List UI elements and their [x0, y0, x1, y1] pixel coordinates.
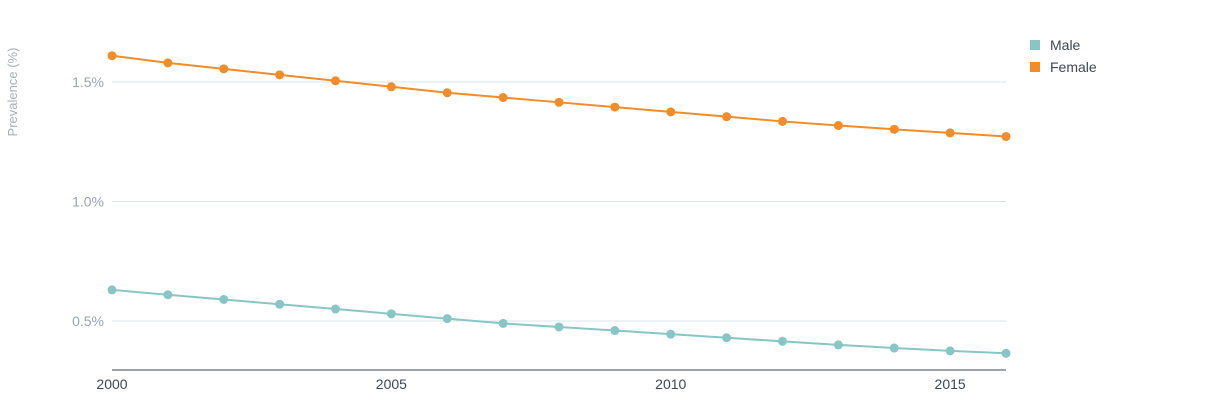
- data-point-female[interactable]: [331, 76, 340, 86]
- series-line-female: [111, 54, 1007, 138]
- data-point-male[interactable]: [554, 322, 564, 332]
- grid-lines: [112, 81, 1006, 322]
- data-point-female[interactable]: [442, 88, 452, 98]
- legend-swatch-female: [1030, 62, 1040, 72]
- data-point-female[interactable]: [1001, 131, 1011, 141]
- data-point-male[interactable]: [219, 294, 229, 304]
- legend: Male Female: [1030, 34, 1097, 78]
- x-tick-label: 2015: [935, 376, 966, 392]
- legend-item-male[interactable]: Male: [1030, 34, 1097, 56]
- data-point-male[interactable]: [163, 290, 173, 300]
- x-tick-labels: 2000 2005 2010 2015: [96, 376, 965, 392]
- data-point-female[interactable]: [833, 120, 843, 130]
- data-point-female[interactable]: [219, 64, 229, 74]
- data-point-male[interactable]: [107, 285, 117, 295]
- data-point-male[interactable]: [498, 318, 508, 328]
- data-point-female[interactable]: [554, 97, 564, 107]
- data-point-female[interactable]: [610, 102, 620, 112]
- data-point-female[interactable]: [722, 112, 732, 122]
- data-point-male[interactable]: [386, 309, 396, 319]
- data-point-male[interactable]: [442, 314, 452, 324]
- data-point-male[interactable]: [275, 299, 285, 309]
- data-point-male[interactable]: [610, 326, 620, 336]
- data-point-male[interactable]: [331, 304, 340, 314]
- data-point-male[interactable]: [778, 336, 787, 346]
- y-tick-label: 1.5%: [72, 74, 104, 90]
- data-point-male[interactable]: [722, 333, 732, 343]
- legend-label-female: Female: [1050, 59, 1097, 75]
- y-tick-label: 0.5%: [72, 313, 104, 329]
- y-tick-label: 1.0%: [72, 194, 104, 210]
- y-axis-label: Prevalence (%): [5, 48, 20, 137]
- data-point-female[interactable]: [163, 58, 173, 68]
- data-point-female[interactable]: [107, 51, 117, 61]
- data-point-female[interactable]: [666, 107, 676, 117]
- y-tick-labels: 0.5% 1.0% 1.5%: [72, 74, 104, 329]
- data-point-female[interactable]: [778, 116, 787, 126]
- legend-swatch-male: [1030, 40, 1040, 50]
- x-tick-label: 2010: [655, 376, 686, 392]
- data-point-male[interactable]: [1001, 348, 1011, 358]
- data-point-female[interactable]: [386, 82, 396, 92]
- data-point-male[interactable]: [666, 329, 676, 339]
- data-point-female[interactable]: [889, 124, 899, 134]
- x-tick-label: 2000: [96, 376, 127, 392]
- data-point-male[interactable]: [833, 340, 843, 350]
- series-group: [107, 51, 1011, 358]
- data-point-male[interactable]: [889, 343, 899, 353]
- data-point-male[interactable]: [945, 346, 955, 356]
- data-point-female[interactable]: [945, 128, 955, 138]
- series-line-male: [111, 288, 1007, 355]
- legend-item-female[interactable]: Female: [1030, 56, 1097, 78]
- data-point-female[interactable]: [498, 93, 508, 103]
- legend-label-male: Male: [1050, 37, 1081, 53]
- data-point-female[interactable]: [275, 70, 285, 80]
- x-tick-label: 2005: [376, 376, 407, 392]
